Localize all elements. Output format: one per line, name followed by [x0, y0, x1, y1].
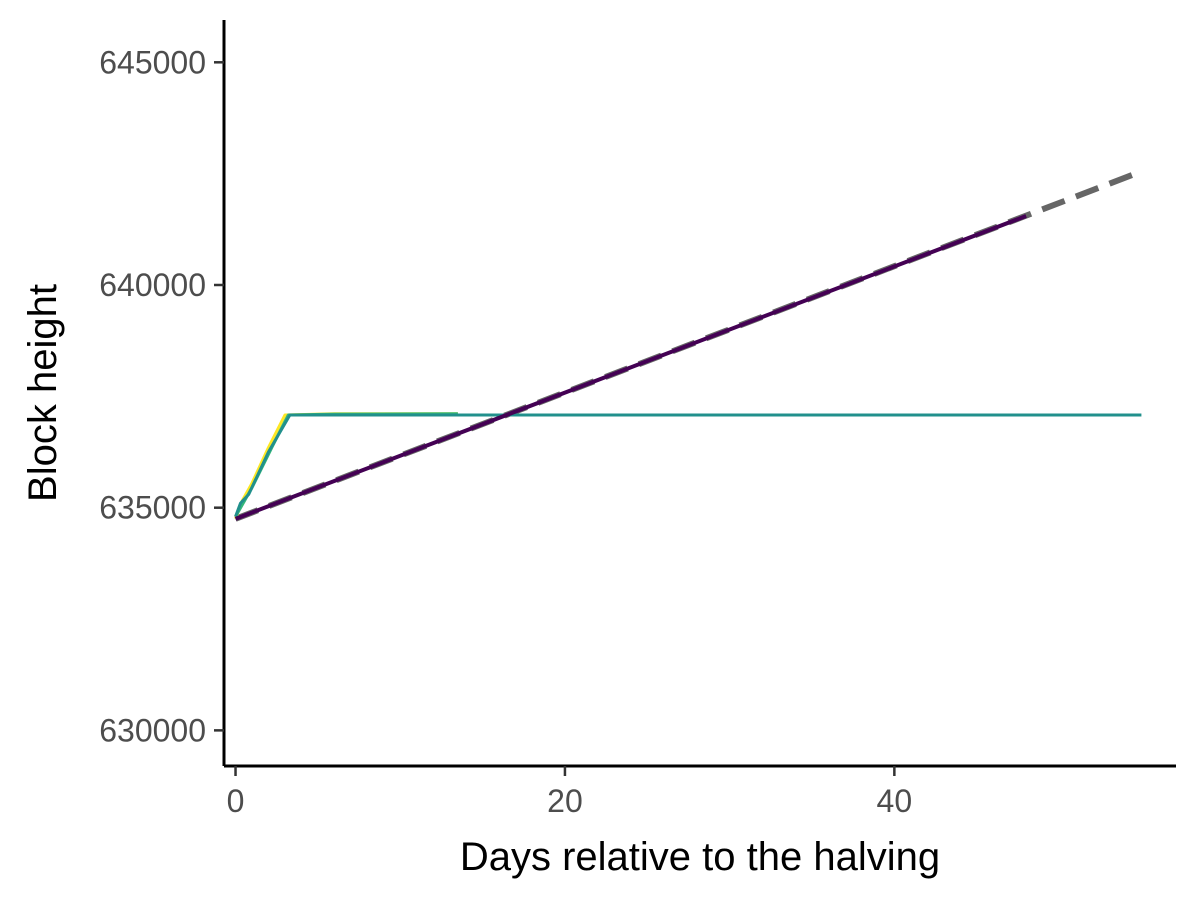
x-tick-label: 0	[227, 783, 245, 819]
axes: 630000 635000 640000 645000 0 20 40	[99, 20, 1176, 819]
series-line-3	[234, 412, 458, 518]
series-line-4	[234, 413, 1142, 518]
series-line-5	[234, 214, 1027, 521]
series-layer	[234, 168, 1143, 522]
y-ticks: 630000 635000 640000 645000	[99, 44, 224, 748]
x-tick-label: 20	[547, 783, 583, 819]
x-axis-title: Days relative to the halving	[460, 835, 940, 879]
x-ticks: 0 20 40	[227, 766, 913, 819]
y-tick-label: 645000	[99, 44, 206, 80]
x-tick-label: 40	[877, 783, 913, 819]
y-tick-label: 630000	[99, 712, 206, 748]
y-axis-title: Block height	[21, 284, 65, 502]
y-tick-label: 640000	[99, 267, 206, 303]
y-tick-label: 635000	[99, 490, 206, 526]
